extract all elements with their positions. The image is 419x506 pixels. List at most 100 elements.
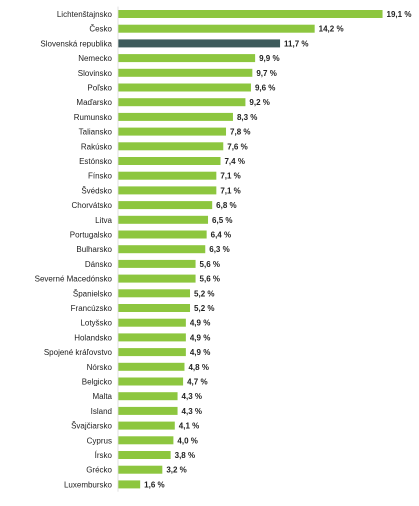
- bar-lotyssko: [118, 318, 186, 327]
- bar-irsko: [118, 451, 171, 459]
- category-label-polsko: Poľsko: [87, 84, 112, 93]
- value-label-madarsko: 9,2 %: [249, 98, 269, 107]
- category-labels: Lichtenštajnsko Česko Slovenská republika N…: [35, 10, 113, 489]
- bar-grecko: [118, 465, 163, 474]
- value-label-severne-macedonsko: 5,6 %: [200, 275, 220, 284]
- category-label-island: Island: [91, 407, 112, 416]
- category-label-holandsko: Holandsko: [74, 333, 112, 342]
- value-label-lotyssko: 4,9 %: [190, 319, 210, 328]
- category-label-rumunsko: Rumunsko: [74, 113, 113, 122]
- value-label-finsko: 7,1 %: [220, 172, 240, 181]
- category-label-belgicko: Belgicko: [82, 378, 113, 387]
- category-label-irsko: Írsko: [95, 451, 113, 460]
- value-label-litva: 6,5 %: [212, 216, 232, 225]
- category-label-portugalsko: Portugalsko: [70, 231, 113, 240]
- category-label-rakusko: Rakúsko: [81, 142, 113, 151]
- value-label-estonsko: 7,4 %: [224, 157, 244, 166]
- category-label-chorvatsko: Chorvátsko: [72, 201, 113, 210]
- bar-portugalsko: [118, 230, 207, 239]
- category-label-svajciarsko: Švajčiarsko: [71, 422, 112, 431]
- bar-belgicko: [118, 377, 184, 386]
- bar-spojene-kralovstvo: [118, 348, 186, 357]
- bars: [117, 6, 383, 492]
- bar-nemecko: [118, 54, 256, 63]
- value-label-irsko: 3,8 %: [175, 451, 195, 460]
- bar-cesko: [118, 24, 315, 33]
- value-label-rumunsko: 8,3 %: [237, 113, 257, 122]
- category-label-malta: Malta: [92, 392, 112, 401]
- bar-lichtenstajnsko: [118, 10, 383, 18]
- value-labels: 19,1 % 14,2 % 11,7 % 9,9 % 9,7 % 9,6 % 9,2 % 8,…: [144, 10, 411, 489]
- category-label-spanielsko: Španielsko: [73, 289, 113, 298]
- value-label-rakusko: 7,6 %: [227, 142, 247, 151]
- bar-severne-macedonsko: [118, 274, 196, 283]
- bar-svajciarsko: [118, 421, 175, 430]
- bar-slovenska-republika: [118, 39, 281, 48]
- category-label-lotyssko: Lotyšsko: [80, 319, 112, 328]
- value-label-dansko: 5,6 %: [200, 260, 220, 269]
- category-label-slovinsko: Slovinsko: [78, 69, 113, 78]
- category-label-severne-macedonsko: Severné Macedónsko: [35, 275, 113, 284]
- bar-madarsko: [118, 98, 246, 107]
- bar-litva: [118, 215, 209, 224]
- value-label-taliansko: 7,8 %: [230, 128, 250, 137]
- bar-taliansko: [118, 127, 227, 136]
- value-label-grecko: 3,2 %: [166, 466, 186, 475]
- value-label-cyprus: 4,0 %: [177, 436, 197, 445]
- bar-slovinsko: [118, 68, 253, 77]
- category-label-cyprus: Cyprus: [87, 436, 112, 445]
- bar-francuzsko: [118, 304, 191, 312]
- category-label-madarsko: Maďarsko: [76, 98, 112, 107]
- category-label-spojene-kralovstvo: Spojené kráľovstvo: [44, 348, 113, 357]
- value-label-bulharsko: 6,3 %: [209, 245, 229, 254]
- bar-luxembursko: [118, 480, 141, 489]
- bar-chorvatsko: [118, 201, 213, 210]
- category-label-svedsko: Švédsko: [81, 186, 112, 195]
- value-label-nemecko: 9,9 %: [259, 54, 279, 63]
- value-label-slovinsko: 9,7 %: [256, 69, 276, 78]
- value-label-polsko: 9,6 %: [255, 84, 275, 93]
- value-label-cesko: 14,2 %: [319, 25, 344, 34]
- bar-malta: [118, 392, 178, 401]
- value-label-portugalsko: 6,4 %: [211, 231, 231, 240]
- category-label-grecko: Grécko: [86, 466, 112, 475]
- bar-cyprus: [118, 436, 174, 445]
- category-label-slovenska-republika: Slovenská republika: [40, 39, 112, 48]
- value-label-luxembursko: 1,6 %: [144, 480, 164, 489]
- value-label-slovenska-republika: 11,7 %: [284, 39, 308, 48]
- category-label-finsko: Fínsko: [88, 172, 113, 181]
- bar-holandsko: [118, 333, 186, 342]
- bar-bulharsko: [118, 245, 206, 254]
- value-label-lichtenstajnsko: 19,1 %: [387, 10, 412, 19]
- bar-spanielsko: [118, 289, 191, 298]
- category-label-litva: Litva: [95, 216, 112, 225]
- value-label-spanielsko: 5,2 %: [194, 289, 214, 298]
- value-label-belgicko: 4,7 %: [187, 378, 207, 387]
- value-label-svajciarsko: 4,1 %: [179, 422, 199, 431]
- bar-estonsko: [118, 157, 221, 165]
- value-label-island: 4,3 %: [182, 407, 202, 416]
- bar-rakusko: [118, 142, 224, 151]
- value-label-holandsko: 4,9 %: [190, 333, 210, 342]
- bar-polsko: [118, 83, 251, 92]
- bar-dansko: [118, 259, 196, 268]
- category-label-estonsko: Estónsko: [79, 157, 112, 166]
- category-label-lichtenstajnsko: Lichtenštajnsko: [57, 10, 113, 19]
- category-label-bulharsko: Bulharsko: [76, 245, 112, 254]
- value-label-malta: 4,3 %: [182, 392, 202, 401]
- category-label-nemecko: Nemecko: [78, 54, 112, 63]
- value-label-chorvatsko: 6,8 %: [216, 201, 236, 210]
- value-label-francuzsko: 5,2 %: [194, 304, 214, 313]
- bar-finsko: [118, 171, 217, 180]
- category-label-francuzsko: Francúzsko: [71, 304, 113, 313]
- category-label-luxembursko: Luxembursko: [64, 480, 113, 489]
- bar-svedsko: [118, 186, 217, 195]
- value-label-svedsko: 7,1 %: [220, 186, 240, 195]
- category-label-dansko: Dánsko: [85, 260, 113, 269]
- category-label-cesko: Česko: [89, 25, 112, 34]
- bar-island: [118, 406, 178, 415]
- bar-rumunsko: [118, 112, 233, 121]
- value-label-norsko: 4,8 %: [188, 363, 208, 372]
- category-label-taliansko: Taliansko: [79, 128, 113, 137]
- value-label-spojene-kralovstvo: 4,9 %: [190, 348, 210, 357]
